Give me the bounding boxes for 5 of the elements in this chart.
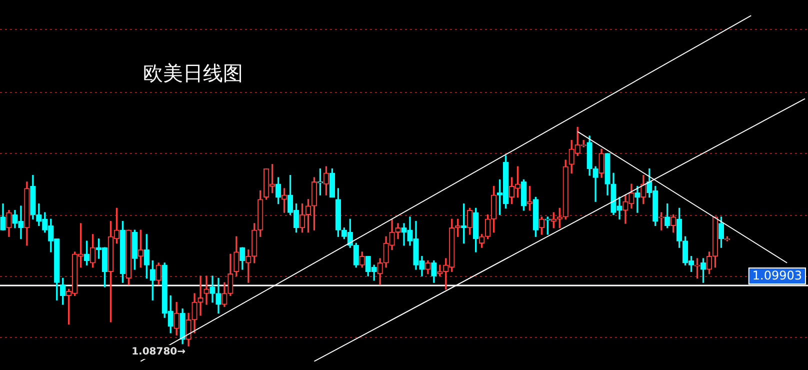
chart-title: 欧美日线图 bbox=[143, 60, 243, 87]
candlestick bbox=[204, 276, 210, 305]
annotation: 1.08780→ bbox=[132, 346, 186, 358]
annotation: 1.09903 bbox=[752, 268, 802, 283]
candlestick bbox=[634, 186, 640, 213]
